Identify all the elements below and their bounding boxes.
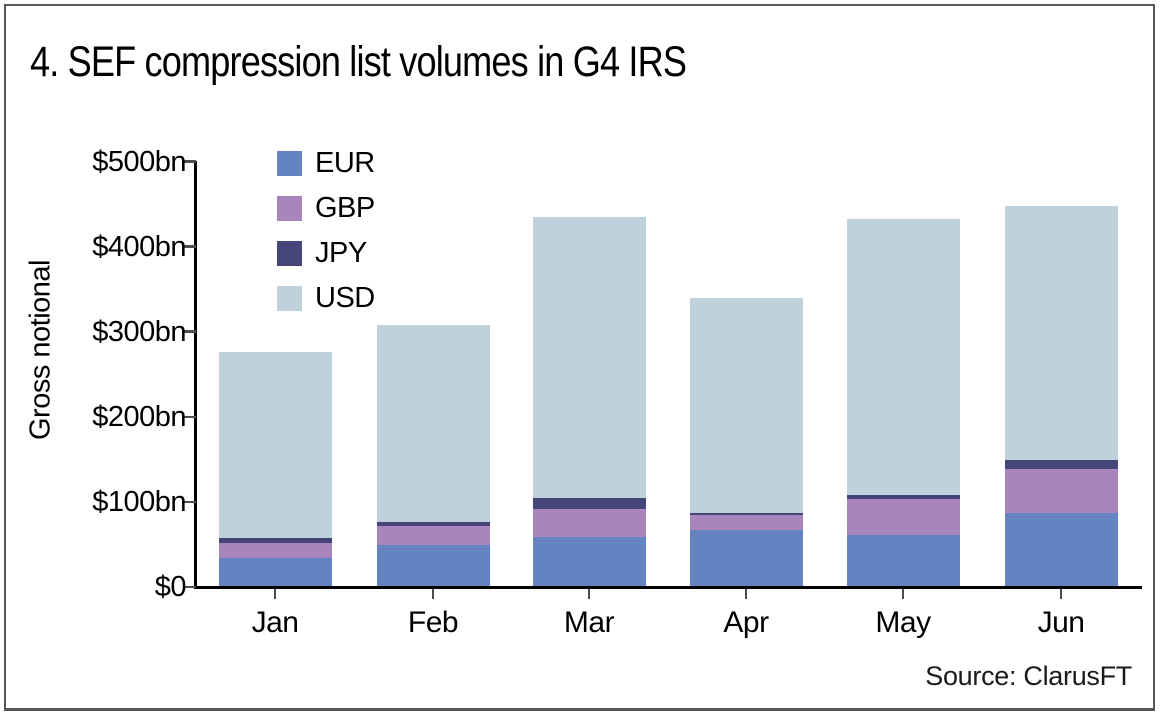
bar-segment-jan-jpy [218,538,332,544]
y-tick-label: $500bn [92,145,186,178]
bar-segment-jun-jpy [1004,460,1118,470]
legend-row-gbp: GBP [277,191,375,224]
bar-segment-apr-jpy [689,512,803,516]
x-tick-label-jan: Jan [251,606,299,639]
bar-segment-apr-gbp [689,515,803,530]
bar-segment-may-jpy [846,494,960,500]
legend-row-jpy: JPY [277,236,375,269]
legend-swatch-usd [277,285,302,311]
x-tick [431,588,435,599]
y-tick [183,415,196,419]
y-tick [183,585,196,589]
source-note: Source: ClarusFT [925,661,1132,691]
legend-swatch-jpy [277,240,302,266]
bar-segment-may-eur [846,534,960,586]
bar-segment-feb-eur [376,545,490,586]
legend-swatch-gbp [277,195,302,221]
bar-segment-mar-usd [532,216,646,499]
bar-segment-may-gbp [846,499,960,535]
bar-segment-mar-eur [532,536,646,586]
x-tick-label-mar: Mar [563,606,615,639]
x-tick [1059,588,1063,599]
x-tick-label-may: May [875,606,931,639]
bar-segment-may-usd [846,219,960,495]
legend-label-jpy: JPY [315,236,367,269]
x-tick-label-apr: Apr [723,606,769,639]
legend-row-usd: USD [277,281,375,314]
y-tick [183,160,196,163]
bar-segment-jun-gbp [1004,469,1118,513]
legend: EUR GBP JPY USD [277,146,375,330]
legend-label-usd: USD [315,281,375,314]
bar-segment-jan-eur [218,557,332,586]
y-tick [183,245,196,248]
x-tick [273,588,277,599]
bar-segment-feb-usd [376,324,490,523]
bar-segment-jan-gbp [218,543,332,558]
bar-segment-jun-usd [1004,205,1118,461]
bar-segment-apr-eur [689,529,803,586]
chart-title: 4. SEF compression list volumes in G4 IR… [30,38,811,87]
chart-title-text: 4. SEF compression list volumes in G4 IR… [30,38,687,86]
x-tick [744,588,748,599]
legend-label-gbp: GBP [315,191,375,224]
y-tick-label: $200bn [92,400,186,433]
bar-segment-mar-jpy [532,498,646,509]
bar-segment-feb-gbp [376,526,490,546]
bar-segment-mar-gbp [532,508,646,537]
y-tick [183,500,196,504]
bar-segment-apr-usd [689,297,803,513]
y-tick [183,330,196,333]
y-tick-label: $300bn [92,315,186,348]
x-tick-label-feb: Feb [407,606,459,639]
legend-row-eur: EUR [277,146,375,179]
x-axis-line [194,586,1142,589]
bar-segment-jun-eur [1004,512,1118,586]
y-tick-label: $0 [154,571,187,603]
y-tick-label: $100bn [92,485,186,518]
y-axis-line [194,161,197,589]
x-tick [587,588,591,599]
x-tick [901,588,905,599]
legend-label-eur: EUR [315,146,375,179]
x-tick-label-jun: Jun [1037,606,1085,639]
legend-swatch-eur [277,150,302,176]
y-tick-label: $400bn [92,230,186,263]
bar-segment-jan-usd [218,351,332,539]
bar-segment-feb-jpy [376,522,490,527]
